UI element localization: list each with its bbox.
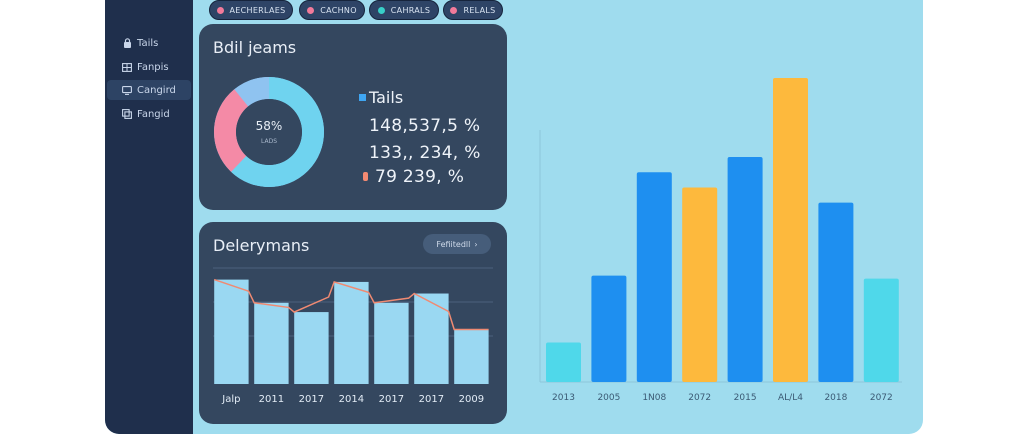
bar-x-tick-label: 2013: [552, 393, 575, 403]
pill-label: CAHRALS: [390, 5, 431, 15]
filter-button[interactable]: Fefiitedll ›: [423, 234, 491, 254]
status-dot-icon: [450, 6, 458, 14]
pill-label: CACHNO: [320, 5, 357, 15]
lock-icon: [122, 38, 132, 48]
stat-value-2: 133,, 234, %: [369, 143, 481, 163]
area-x-tick-label: 2017: [419, 394, 444, 405]
pill-label: RELALS: [463, 5, 496, 15]
area-line: [213, 278, 489, 331]
bar: [818, 202, 854, 382]
area-column: [294, 312, 329, 384]
donut-center-value: 58%: [256, 119, 283, 133]
legend-swatch: [359, 94, 366, 101]
bar: [727, 157, 763, 382]
filter-button-label: Fefiitedll: [436, 239, 471, 249]
donut-legend: Tails: [359, 88, 403, 107]
area-column: [414, 293, 449, 384]
status-dot-icon: [216, 6, 224, 14]
area-x-tick-label: 2017: [299, 394, 324, 405]
sidebar-item-label: Fanpis: [137, 61, 169, 73]
sidebar-item-fangid[interactable]: Fangid: [105, 104, 193, 124]
bar: [863, 278, 899, 382]
area-x-tick-label: 2017: [379, 394, 404, 405]
donut-segment-light-blue: [214, 77, 324, 187]
status-dot-icon: [377, 6, 385, 14]
bar: [636, 172, 672, 382]
monitor-icon: [122, 85, 132, 95]
donut-card-title: Bdil jeams: [213, 38, 297, 57]
donut-card: Bdil jeams 58% LADS Tails 148,537,5 % 13…: [199, 24, 507, 210]
legend-label: Tails: [369, 88, 404, 107]
donut-segment-pink: [214, 77, 324, 187]
stat-value-3: 79 239, %: [375, 167, 465, 187]
stat-marker: [363, 172, 368, 181]
bar-x-tick-label: 2018: [824, 393, 847, 403]
status-dot-icon: [307, 6, 315, 14]
donut-chart: 58% LADS: [214, 77, 324, 187]
area-column: [214, 279, 249, 384]
bar-x-tick-label: 2072: [870, 393, 893, 403]
bar-chart: 2013 2005 1N08 2072 2015 AL/L4 2018 2072: [539, 78, 902, 403]
sidebar: Tails Fanpis Cangird Fangid: [105, 0, 193, 434]
area-card-title: Delerymans: [213, 236, 310, 255]
bar: [773, 78, 808, 382]
area-card: Delerymans Fefiitedll › Jalp 2011 2017 2014…: [199, 222, 507, 424]
area-column: [374, 302, 409, 384]
sidebar-item-label: Cangird: [137, 84, 176, 96]
pill-label: AECHERLAES: [229, 5, 286, 15]
dashboard-frame: Tails Fanpis Cangird Fangid AECHERLAES C…: [105, 0, 923, 434]
bar-x-tick-label: 1N08: [642, 393, 666, 403]
bar: [682, 187, 718, 382]
topbar-pill-relals[interactable]: RELALS: [443, 0, 503, 20]
stat-value-1: 148,537,5 %: [369, 116, 481, 136]
area-x-tick-label: Jalp: [221, 394, 240, 405]
area-x-tick-label: 2009: [459, 394, 484, 405]
bar-x-tick-label: 2005: [597, 393, 620, 403]
sidebar-item-label: Tails: [137, 37, 159, 49]
area-column: [254, 302, 289, 384]
area-column: [334, 281, 369, 384]
grid-icon: [122, 62, 132, 72]
topbar-pill-cachno[interactable]: CACHNO: [299, 0, 365, 20]
chevron-right-icon: ›: [474, 239, 478, 249]
bar-x-tick-label: 2072: [688, 393, 711, 403]
area-x-tick-label: 2014: [339, 394, 364, 405]
sidebar-item-fanpis[interactable]: Fanpis: [105, 57, 193, 77]
area-chart: Jalp 2011 2017 2014 2017 2017 2009: [213, 267, 493, 405]
sidebar-item-cangird[interactable]: Cangird: [107, 80, 191, 100]
bar-x-tick-label: AL/L4: [778, 393, 803, 403]
topbar-pill-cahrals[interactable]: CAHRALS: [369, 0, 439, 20]
topbar-pill-aecherlaes[interactable]: AECHERLAES: [209, 0, 293, 20]
layers-icon: [122, 109, 132, 119]
sidebar-item-tails[interactable]: Tails: [105, 33, 193, 53]
area-x-tick-label: 2011: [259, 394, 284, 405]
area-column: [454, 329, 489, 384]
bar-x-tick-label: 2015: [734, 393, 757, 403]
bar: [591, 275, 627, 382]
donut-center-sub: LADS: [261, 138, 277, 145]
sidebar-item-label: Fangid: [137, 108, 170, 120]
bar: [546, 342, 581, 382]
